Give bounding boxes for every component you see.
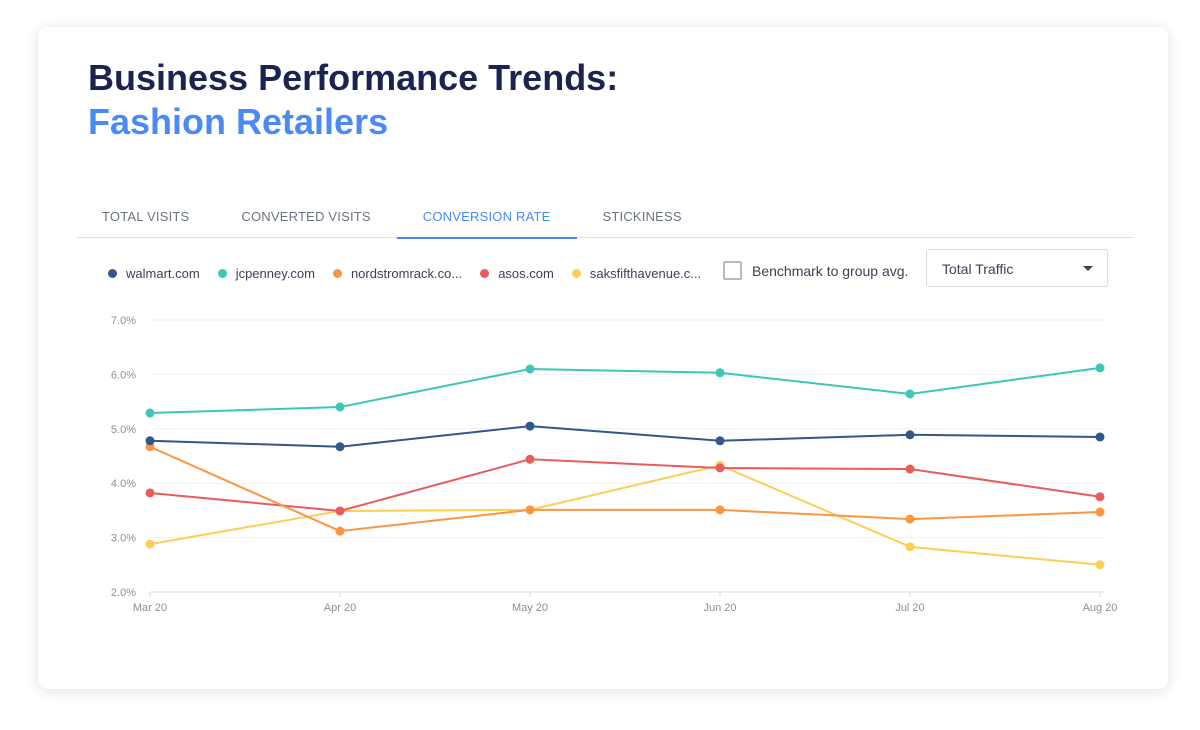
data-point	[145, 488, 155, 498]
y-tick-label: 5.0%	[111, 424, 136, 436]
series-line	[149, 425, 1101, 448]
x-tick-label: Apr 20	[324, 602, 356, 614]
data-point	[335, 442, 345, 452]
legend-label: saksfifthavenue.c...	[589, 266, 702, 281]
series-line	[149, 464, 1101, 566]
tab-converted-visits[interactable]: CONVERTED VISITS	[241, 209, 371, 224]
tab-conversion-rate[interactable]: CONVERSION RATE	[396, 197, 577, 239]
data-point	[525, 421, 535, 431]
chart-card: Business Performance Trends: Fashion Ret…	[38, 27, 1168, 689]
legend-dot-icon	[332, 269, 342, 278]
legend-item[interactable]: nordstromrack.co...	[332, 266, 463, 281]
data-point	[715, 436, 725, 446]
data-point	[525, 454, 535, 464]
data-point	[145, 539, 155, 549]
x-tick-label: Jul 20	[895, 602, 924, 614]
y-tick-label: 4.0%	[111, 478, 136, 490]
legend-dot-icon	[217, 269, 227, 278]
data-point	[905, 464, 915, 474]
legend-label: jcpenney.com	[235, 266, 315, 281]
page-subtitle: Fashion Retailers	[88, 101, 389, 142]
data-point	[525, 364, 535, 374]
data-point	[1095, 492, 1105, 502]
data-point	[1095, 363, 1105, 373]
data-point	[525, 505, 535, 515]
y-tick-label: 6.0%	[111, 369, 136, 381]
y-tick-label: 2.0%	[111, 587, 136, 599]
x-tick-label: May 20	[512, 602, 548, 614]
data-point	[905, 542, 915, 552]
chevron-down-icon	[1083, 266, 1093, 271]
data-point	[1095, 507, 1105, 517]
legend-dot-icon	[480, 269, 490, 278]
data-point	[335, 526, 345, 536]
data-point	[905, 514, 915, 524]
legend-dot-icon	[571, 269, 581, 278]
data-point	[335, 506, 345, 516]
x-tick-label: Jun 20	[703, 602, 736, 614]
legend-label: nordstromrack.co...	[350, 266, 463, 281]
series-line	[149, 366, 1101, 415]
data-point	[905, 389, 915, 399]
legend-label: asos.com	[498, 266, 554, 281]
page-title: Business Performance Trends:	[88, 57, 619, 98]
data-point	[715, 368, 725, 378]
y-tick-label: 3.0%	[111, 533, 136, 545]
legend-item[interactable]: saksfifthavenue.c...	[571, 266, 702, 281]
legend-item[interactable]: jcpenney.com	[217, 266, 315, 281]
data-point	[1095, 432, 1105, 442]
data-point	[145, 408, 155, 418]
traffic-select-value: Total Traffic	[942, 261, 1014, 277]
data-point	[715, 463, 725, 473]
benchmark-toggle[interactable]: Benchmark to group avg.	[723, 261, 908, 280]
series-line	[149, 445, 1101, 533]
tab-stickiness[interactable]: STICKINESS	[602, 209, 682, 224]
benchmark-label: Benchmark to group avg.	[752, 262, 909, 279]
traffic-select[interactable]: Total Traffic	[926, 249, 1108, 287]
tab-total-visits[interactable]: TOTAL VISITS	[102, 209, 190, 224]
x-tick-label: Aug 20	[1083, 602, 1118, 614]
data-point	[715, 505, 725, 515]
data-point	[145, 436, 155, 446]
x-tick-label: Mar 20	[133, 602, 167, 614]
legend-dot-icon	[108, 269, 117, 278]
legend-item[interactable]: asos.com	[480, 266, 554, 281]
data-point	[905, 430, 915, 440]
data-point	[1095, 560, 1105, 570]
series-line	[149, 458, 1101, 512]
legend-item[interactable]: walmart.com	[108, 266, 200, 281]
data-point	[335, 402, 345, 412]
legend: walmart.com jcpenney.com nordstromrack.co.…	[108, 266, 719, 281]
y-tick-label: 7.0%	[111, 315, 136, 327]
benchmark-checkbox[interactable]	[723, 261, 742, 280]
tab-bar: TOTAL VISITS CONVERTED VISITS CONVERSION…	[76, 197, 1134, 239]
legend-label: walmart.com	[126, 266, 200, 281]
